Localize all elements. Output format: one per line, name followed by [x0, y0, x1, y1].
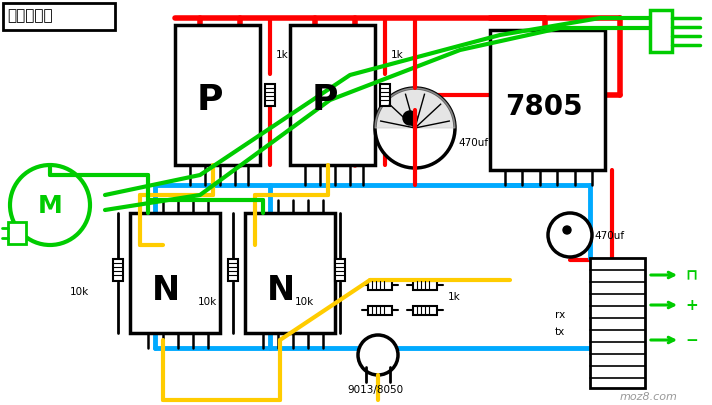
Bar	[368, 306, 392, 315]
Bar	[490, 30, 605, 170]
Bar	[650, 10, 672, 52]
Text: 1k: 1k	[276, 50, 289, 60]
Bar	[590, 258, 645, 388]
Text: ⊓: ⊓	[685, 268, 697, 283]
Bar	[228, 259, 238, 281]
Circle shape	[10, 165, 90, 245]
Text: 10k: 10k	[198, 297, 217, 307]
Bar	[265, 84, 275, 106]
Circle shape	[375, 88, 455, 168]
Bar	[245, 213, 335, 333]
Text: P: P	[197, 83, 224, 117]
Bar	[380, 84, 390, 106]
Text: N: N	[267, 274, 295, 307]
Text: 10k: 10k	[295, 297, 314, 307]
Text: P: P	[312, 83, 338, 117]
Text: moz8.com: moz8.com	[620, 392, 678, 402]
Bar	[113, 259, 123, 281]
Text: 10k: 10k	[70, 287, 89, 297]
Circle shape	[548, 213, 592, 257]
Text: N: N	[152, 274, 180, 307]
Text: rx: rx	[555, 310, 565, 320]
Bar	[413, 306, 437, 315]
Text: tx: tx	[555, 327, 565, 337]
Circle shape	[358, 335, 398, 375]
Bar	[3, 3, 115, 30]
Text: 470uf: 470uf	[458, 138, 488, 148]
Polygon shape	[375, 88, 455, 128]
Text: 7805: 7805	[505, 93, 582, 121]
Text: 1k: 1k	[448, 292, 461, 302]
Text: +: +	[685, 298, 698, 313]
Text: 背面焊接图: 背面焊接图	[7, 8, 53, 23]
Bar	[413, 281, 437, 290]
Text: M: M	[38, 194, 63, 218]
Text: 9013/8050: 9013/8050	[347, 385, 403, 395]
Text: −: −	[685, 333, 698, 348]
Circle shape	[403, 111, 417, 125]
Text: 1k: 1k	[391, 50, 404, 60]
Circle shape	[563, 226, 571, 234]
Bar	[290, 25, 375, 165]
Bar	[130, 213, 220, 333]
Bar	[368, 281, 392, 290]
Bar	[175, 25, 260, 165]
Bar	[335, 259, 345, 281]
Text: 470uf: 470uf	[594, 231, 624, 241]
Bar	[8, 222, 26, 244]
